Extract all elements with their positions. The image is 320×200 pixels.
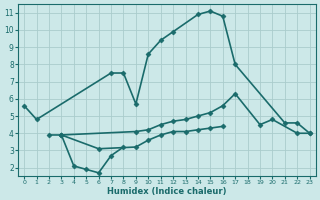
X-axis label: Humidex (Indice chaleur): Humidex (Indice chaleur) [107,187,227,196]
